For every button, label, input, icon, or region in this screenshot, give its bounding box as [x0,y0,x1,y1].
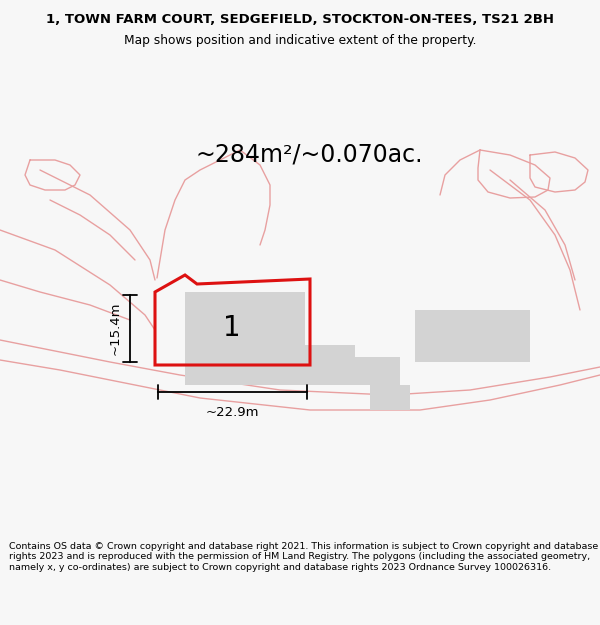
Text: 1: 1 [223,314,241,342]
Text: Map shows position and indicative extent of the property.: Map shows position and indicative extent… [124,34,476,47]
Polygon shape [185,292,305,345]
Text: Contains OS data © Crown copyright and database right 2021. This information is : Contains OS data © Crown copyright and d… [9,542,598,571]
Text: ~284m²/~0.070ac.: ~284m²/~0.070ac. [195,143,422,167]
Text: 1, TOWN FARM COURT, SEDGEFIELD, STOCKTON-ON-TEES, TS21 2BH: 1, TOWN FARM COURT, SEDGEFIELD, STOCKTON… [46,13,554,26]
Polygon shape [415,310,530,362]
Polygon shape [355,357,400,385]
Text: ~22.9m: ~22.9m [206,406,259,419]
Polygon shape [370,385,410,410]
Text: ~15.4m: ~15.4m [109,302,122,355]
Polygon shape [185,345,355,385]
